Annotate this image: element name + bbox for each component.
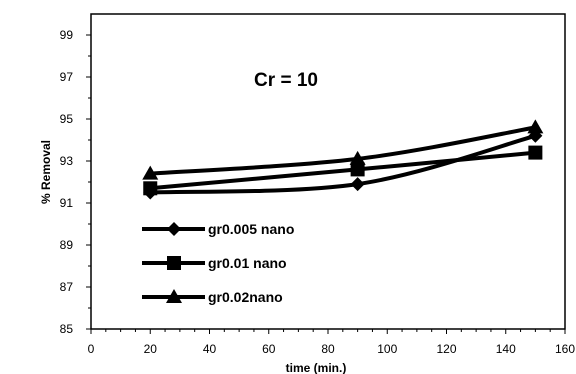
series-3-point <box>527 119 544 134</box>
y-axis-title: % Removal <box>39 140 53 204</box>
legend-marker-3 <box>166 289 182 303</box>
series-2-point <box>143 181 158 196</box>
y-tick-label: 85 <box>60 322 74 336</box>
y-tick-label: 89 <box>60 238 74 252</box>
series-3-point <box>142 165 159 180</box>
y-tick-label: 99 <box>60 28 74 42</box>
legend-marker-2 <box>167 256 181 270</box>
annotation-label: Cr = 10 <box>254 70 318 91</box>
legend-label-2: gr0.01 nano <box>208 255 287 271</box>
x-axis-title: time (min.) <box>286 361 347 374</box>
series-layer <box>142 119 544 200</box>
x-axis-ticks: 0 20 40 60 80 100 120 140 160 <box>88 329 575 356</box>
x-tick-label: 0 <box>88 342 95 356</box>
series-1-point <box>350 177 365 192</box>
x-tick-label: 60 <box>262 342 276 356</box>
x-tick-label: 100 <box>377 342 397 356</box>
y-tick-label: 91 <box>60 196 74 210</box>
series-2-point <box>350 162 365 177</box>
x-tick-label: 140 <box>496 342 516 356</box>
series-2-point <box>528 145 543 160</box>
y-tick-label: 87 <box>60 280 74 294</box>
legend-marker-1 <box>167 222 181 236</box>
y-tick-label: 93 <box>60 154 74 168</box>
x-tick-label: 160 <box>555 342 575 356</box>
y-tick-label: 97 <box>60 70 74 84</box>
y-axis-ticks: 85 87 89 91 93 95 97 99 <box>60 28 91 336</box>
legend-label-1: gr0.005 nano <box>208 221 294 237</box>
legend-label-3: gr0.02nano <box>208 289 283 305</box>
x-tick-label: 80 <box>321 342 335 356</box>
x-tick-label: 120 <box>436 342 456 356</box>
series-3-point <box>349 150 366 165</box>
x-tick-label: 20 <box>144 342 158 356</box>
y-tick-label: 95 <box>60 112 74 126</box>
x-tick-label: 40 <box>203 342 217 356</box>
legend: gr0.005 nano gr0.01 nano gr0.02nano <box>142 221 294 305</box>
